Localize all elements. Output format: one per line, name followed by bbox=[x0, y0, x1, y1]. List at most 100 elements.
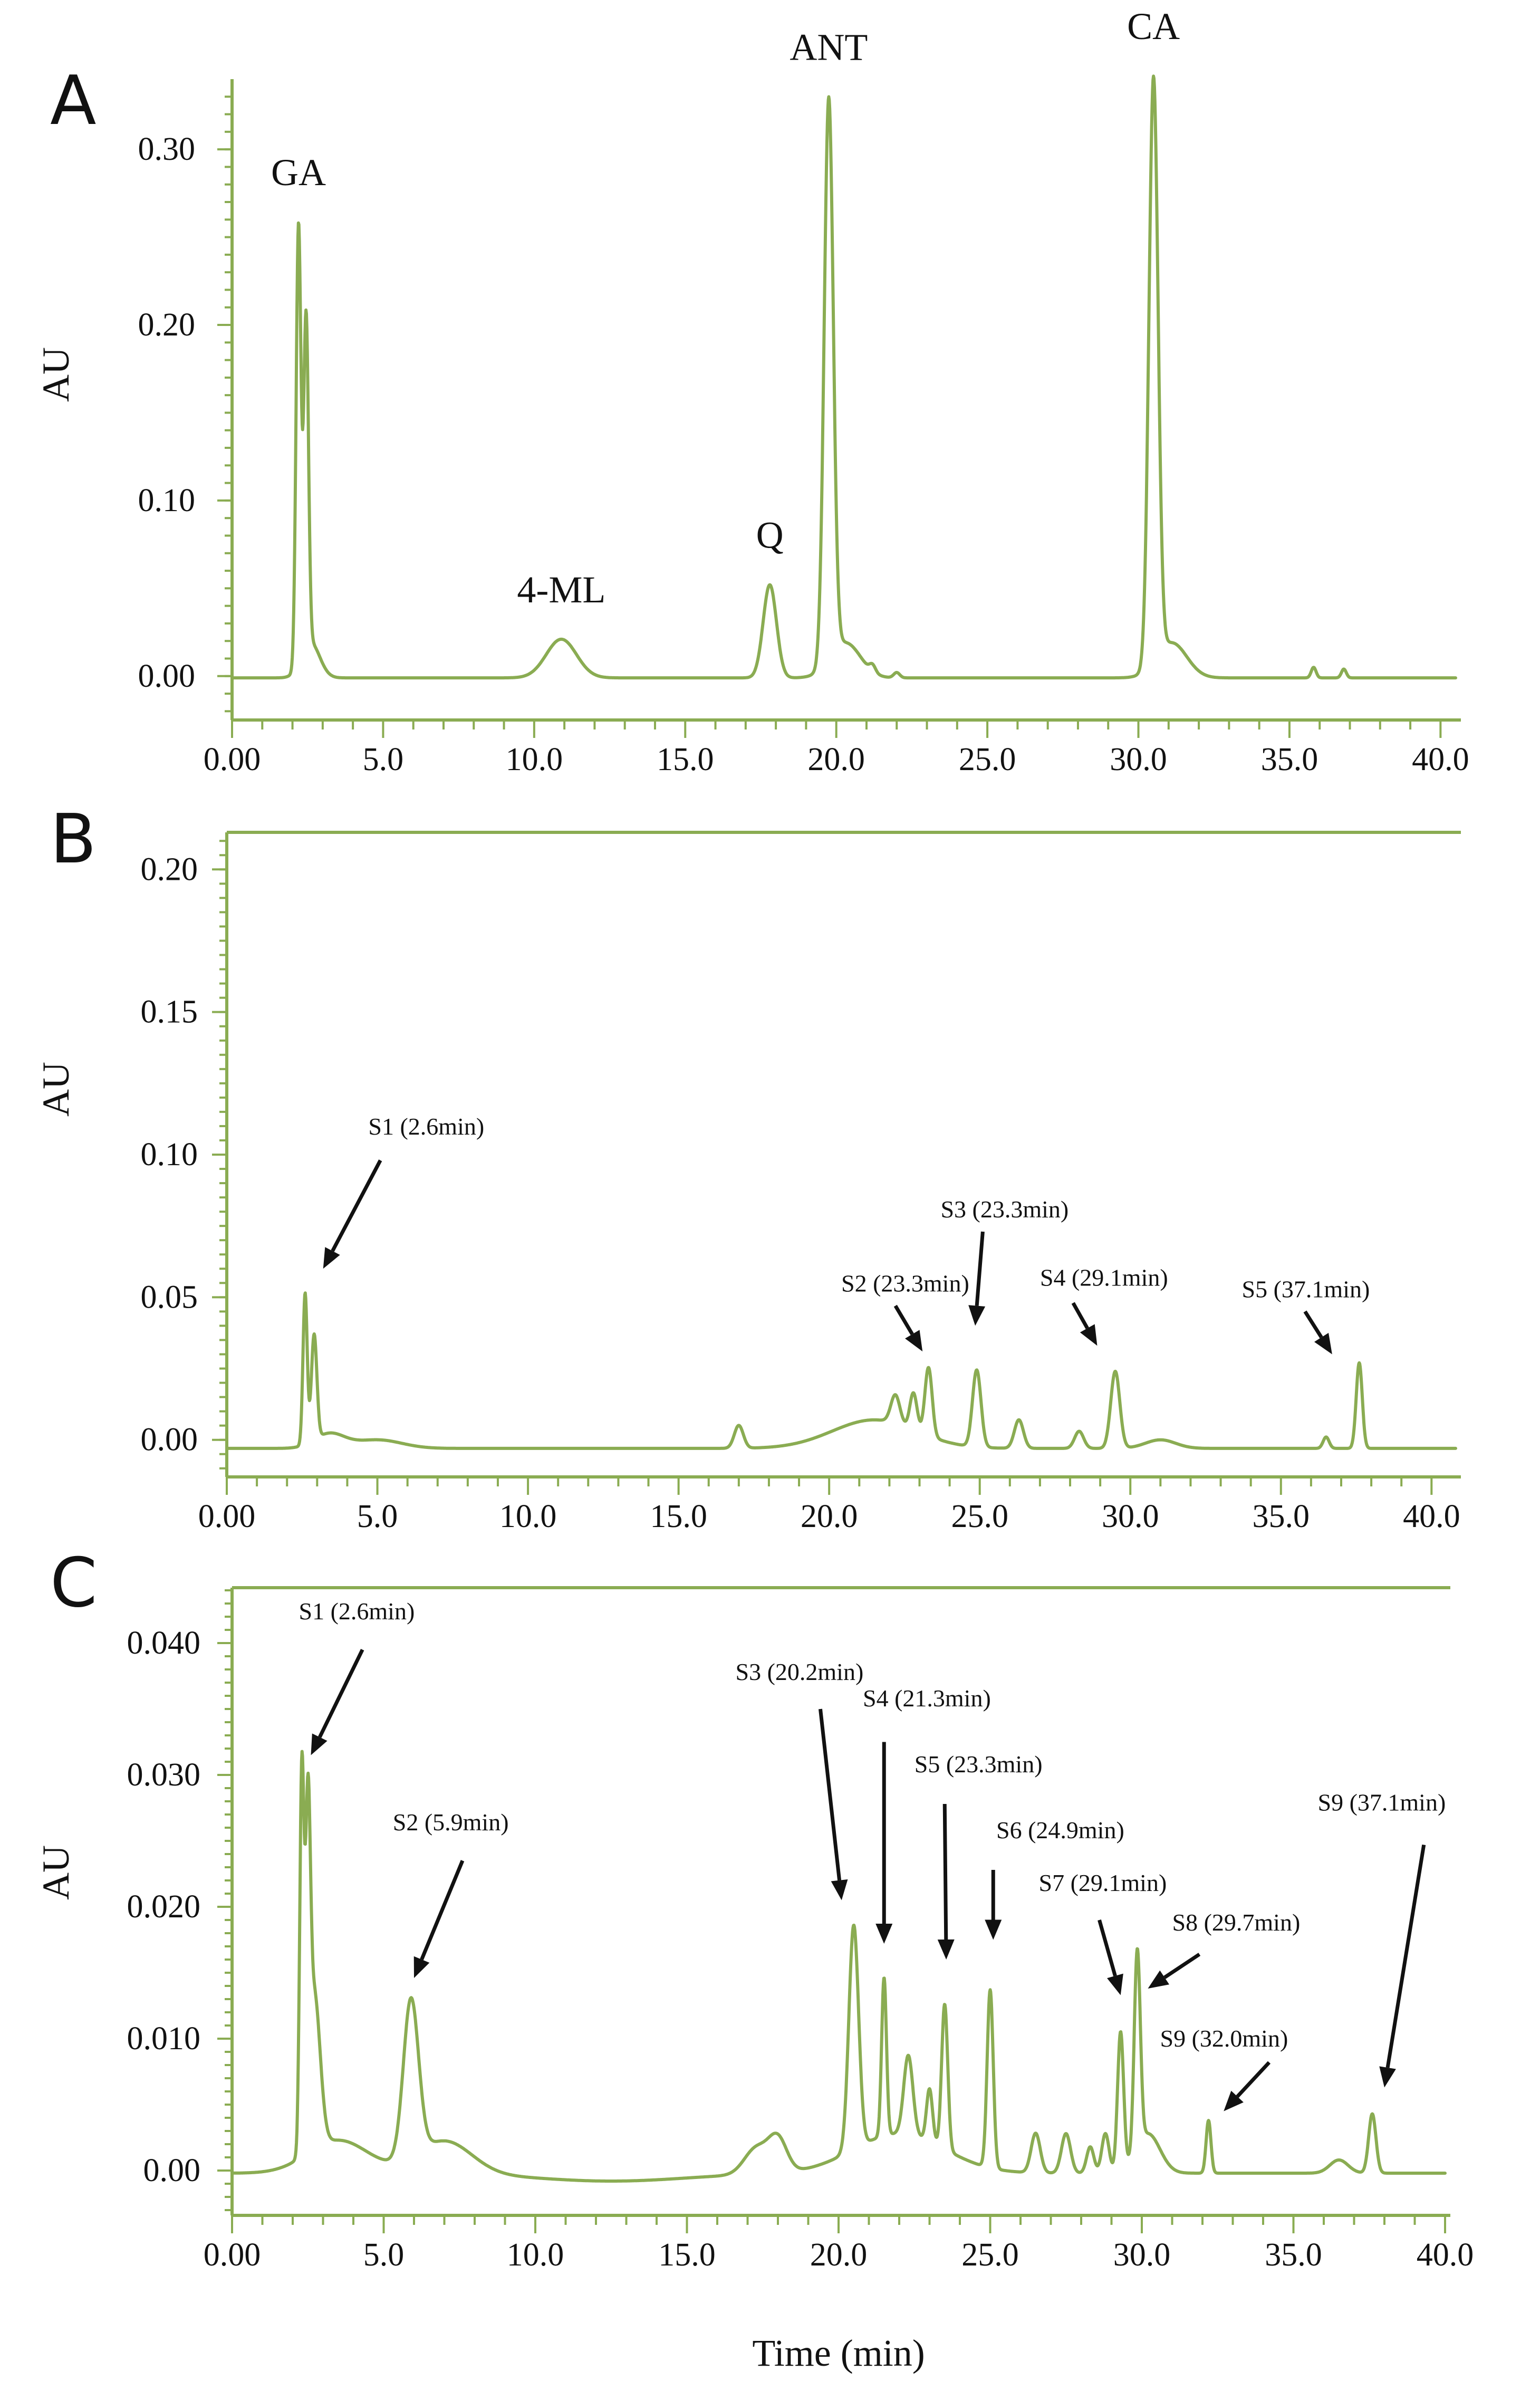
x-tick-label: 15.0 bbox=[658, 2237, 716, 2273]
annotation-label: S5 (23.3min) bbox=[915, 1751, 1043, 1778]
y-tick-label: 0.00 bbox=[143, 2153, 201, 2188]
annotation-label: S2 (5.9min) bbox=[393, 1809, 509, 1836]
annotation-label: S4 (21.3min) bbox=[863, 1685, 991, 1712]
annotation-arrowhead bbox=[1148, 1970, 1170, 1989]
chromatogram-trace bbox=[230, 74, 1457, 680]
annotation-arrowhead bbox=[1080, 1324, 1098, 1346]
panel-letter: C bbox=[50, 1544, 97, 1622]
annotation-arrowhead bbox=[1314, 1332, 1332, 1355]
annotation-arrowhead bbox=[1224, 2090, 1244, 2111]
peak-label: GA bbox=[271, 151, 326, 194]
y-tick-label: 0.040 bbox=[127, 1625, 201, 1661]
peak-label: ANT bbox=[790, 26, 868, 69]
y-tick-label: 0.30 bbox=[138, 131, 196, 167]
x-tick-label: 30.0 bbox=[1110, 742, 1167, 777]
annotation-arrow bbox=[331, 1159, 382, 1252]
annotation-arrowhead bbox=[1107, 1973, 1123, 1995]
chromatogram-trace bbox=[225, 1291, 1457, 1450]
annotation-arrowhead bbox=[1379, 2066, 1396, 2088]
x-tick-label: 20.0 bbox=[810, 2237, 868, 2273]
x-tick-label: 40.0 bbox=[1417, 2237, 1474, 2273]
annotation-label: S6 (24.9min) bbox=[996, 1817, 1124, 1844]
x-tick-label: 30.0 bbox=[1102, 1499, 1159, 1534]
x-tick-label: 5.0 bbox=[363, 742, 404, 777]
y-tick-label: 0.00 bbox=[141, 1422, 198, 1458]
x-tick-label: 20.0 bbox=[801, 1499, 858, 1534]
annotation-arrow bbox=[819, 1708, 842, 1881]
y-tick-label: 0.10 bbox=[141, 1137, 198, 1173]
x-tick-label: 25.0 bbox=[951, 1499, 1008, 1534]
annotation-arrowhead bbox=[937, 1939, 955, 1960]
annotation-arrow bbox=[318, 1648, 364, 1738]
panel-letter: A bbox=[50, 62, 97, 140]
x-tick-label: 5.0 bbox=[357, 1499, 398, 1534]
annotation-label: S9 (32.0min) bbox=[1160, 2025, 1288, 2052]
panel-letter: B bbox=[50, 800, 97, 879]
y-tick-label: 0.00 bbox=[138, 658, 196, 694]
annotation-arrow bbox=[942, 1803, 948, 1940]
annotation-arrow bbox=[420, 1860, 465, 1961]
annotation-arrow bbox=[1385, 1844, 1426, 2068]
x-tick-label: 35.0 bbox=[1253, 1499, 1310, 1534]
chart-panel-c: C 0.00 0.010 0.020 0.030 0.040 0.00 5.0 10.0 15.0… bbox=[35, 1544, 1474, 2374]
annotation-arrowhead bbox=[311, 1733, 328, 1755]
x-tick-label: 20.0 bbox=[807, 742, 865, 777]
annotation-label: S3 (23.3min) bbox=[940, 1196, 1069, 1223]
annotation-label: S2 (23.3min) bbox=[841, 1270, 969, 1297]
annotation-arrowhead bbox=[968, 1305, 986, 1326]
annotation-label: S9 (37.1min) bbox=[1318, 1789, 1446, 1816]
x-tick-label: 10.0 bbox=[506, 742, 563, 777]
x-tick-label: 30.0 bbox=[1113, 2237, 1171, 2273]
x-tick-label: 25.0 bbox=[959, 742, 1016, 777]
chromatogram-trace bbox=[230, 1750, 1447, 2183]
annotation-label: S5 (37.1min) bbox=[1242, 1275, 1370, 1302]
y-tick-label: 0.010 bbox=[127, 2021, 201, 2057]
y-tick-label: 0.20 bbox=[141, 851, 198, 887]
y-tick-label: 0.05 bbox=[141, 1279, 198, 1315]
x-tick-label: 10.0 bbox=[499, 1499, 557, 1534]
annotation-label: S1 (2.6min) bbox=[368, 1113, 484, 1140]
chart-panel-b: B 0.00 0.05 0.10 0.15 0.20 0.00 5.0 10.0 15.0 20.0… bbox=[35, 800, 1461, 1534]
annotation-arrowhead bbox=[831, 1879, 848, 1900]
annotation-label: S1 (2.6min) bbox=[299, 1598, 415, 1625]
y-axis-title: AU bbox=[35, 347, 77, 402]
x-tick-label: 0.00 bbox=[204, 2237, 261, 2273]
y-axis-title: AU bbox=[35, 1062, 77, 1117]
x-tick-label: 35.0 bbox=[1265, 2237, 1322, 2273]
annotation-arrow bbox=[1163, 1953, 1201, 1979]
y-axis-title: AU bbox=[35, 1845, 77, 1900]
chart-panel-a: A 0.00 0.10 0.20 0.30 0.00 5.0 10.0 15.0 20.0 25.0… bbox=[35, 5, 1469, 777]
x-tick-label: 25.0 bbox=[961, 2237, 1019, 2273]
peak-label: Q bbox=[756, 514, 784, 556]
peak-label: 4-ML bbox=[517, 569, 605, 611]
annotation-arrow bbox=[1098, 1919, 1117, 1976]
annotation-arrowhead bbox=[323, 1247, 340, 1269]
x-tick-label: 0.00 bbox=[204, 742, 261, 777]
annotation-label: S4 (29.1min) bbox=[1040, 1264, 1168, 1291]
annotation-arrowhead bbox=[875, 1924, 893, 1944]
annotation-label: S8 (29.7min) bbox=[1172, 1909, 1301, 1936]
x-tick-label: 10.0 bbox=[507, 2237, 564, 2273]
annotation-arrow bbox=[1303, 1310, 1323, 1339]
annotation-arrow bbox=[1236, 2061, 1271, 2098]
y-tick-label: 0.20 bbox=[138, 307, 196, 343]
annotation-arrow bbox=[1071, 1302, 1089, 1329]
annotation-arrowhead bbox=[985, 1919, 1002, 1940]
annotation-arrow bbox=[893, 1304, 914, 1336]
annotation-arrowhead bbox=[413, 1956, 430, 1978]
y-tick-label: 0.10 bbox=[138, 483, 196, 519]
x-tick-label: 40.0 bbox=[1403, 1499, 1460, 1534]
y-tick-label: 0.15 bbox=[141, 994, 198, 1030]
x-tick-label: 5.0 bbox=[363, 2237, 405, 2273]
y-tick-label: 0.030 bbox=[127, 1757, 201, 1793]
x-tick-label: 35.0 bbox=[1261, 742, 1318, 777]
annotation-label: S7 (29.1min) bbox=[1039, 1869, 1167, 1896]
x-tick-label: 15.0 bbox=[657, 742, 714, 777]
y-tick-label: 0.020 bbox=[127, 1889, 201, 1925]
x-tick-label: 0.00 bbox=[198, 1499, 256, 1534]
x-tick-label: 15.0 bbox=[650, 1499, 707, 1534]
annotation-arrowhead bbox=[905, 1330, 923, 1352]
peak-label: CA bbox=[1127, 5, 1180, 47]
annotation-label: S3 (20.2min) bbox=[736, 1658, 864, 1685]
